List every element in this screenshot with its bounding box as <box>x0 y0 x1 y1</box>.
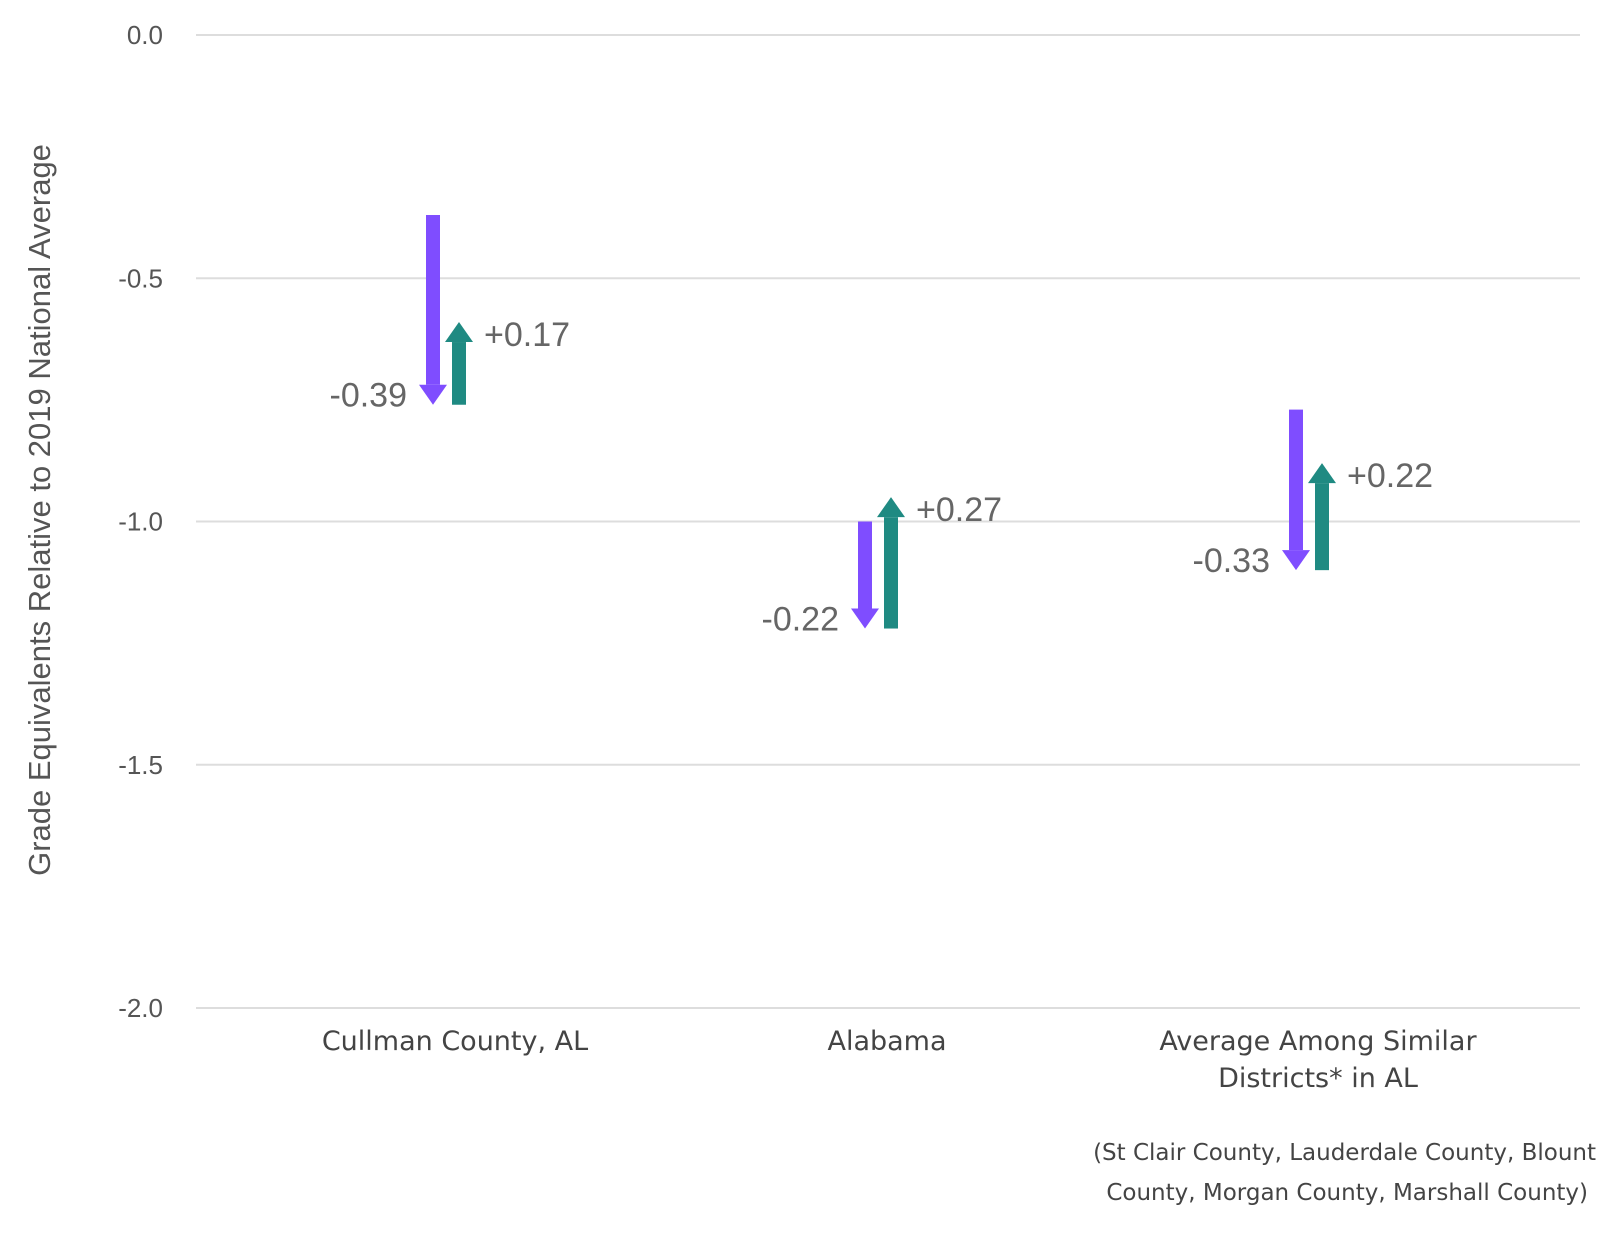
y-tick-label: -1.0 <box>118 507 163 537</box>
footnote-line-1: (St Clair County, Lauderdale County, Blo… <box>1093 1140 1596 1166</box>
recovery-label: +0.17 <box>484 316 570 354</box>
decline-arrow-shaft <box>858 521 872 609</box>
footnote-line-2: County, Morgan County, Marshall County) <box>1106 1180 1588 1206</box>
recovery-label: +0.22 <box>1347 457 1433 495</box>
decline-arrow-head <box>419 384 447 405</box>
y-tick-label: -1.5 <box>118 750 163 780</box>
chart-marks: -0.39 +0.17 -0.22 +0.27 -0.33 +0.22 <box>330 215 1433 639</box>
category-labels: Cullman County, AL Alabama Average Among S… <box>322 1026 1478 1094</box>
decline-label: -0.22 <box>762 601 840 639</box>
category-label: Average Among Similar <box>1159 1026 1477 1057</box>
decline-arrow-head <box>851 608 879 629</box>
decline-arrow <box>1282 409 1310 571</box>
recovery-arrow-head <box>445 322 473 343</box>
decline-arrow-shaft <box>426 215 440 385</box>
recovery-arrow-head <box>877 497 905 518</box>
decline-arrow-head <box>1282 550 1310 571</box>
y-axis-title: Grade Equivalents Relative to 2019 Natio… <box>22 144 57 876</box>
recovery-arrow <box>445 322 473 405</box>
recovery-arrow-shaft <box>884 517 898 629</box>
recovery-arrow-shaft <box>1315 483 1329 571</box>
recovery-arrow <box>1308 463 1336 571</box>
decline-label: -0.39 <box>330 377 408 415</box>
decline-arrow <box>851 521 879 629</box>
recovery-arrow-shaft <box>452 342 466 405</box>
recovery-arrow <box>877 497 905 629</box>
recovery-arrow-head <box>1308 463 1336 484</box>
decline-label: -0.33 <box>1193 542 1271 580</box>
y-tick-label: -2.0 <box>118 993 163 1023</box>
y-tick-label: -0.5 <box>118 263 163 293</box>
category-label: Districts* in AL <box>1218 1063 1418 1094</box>
category-label: Cullman County, AL <box>322 1026 588 1057</box>
decline-arrow-shaft <box>1289 409 1303 551</box>
category-label: Alabama <box>827 1026 946 1057</box>
y-tick-labels: 0.0 -0.5 -1.0 -1.5 -2.0 <box>118 20 163 1023</box>
recovery-label: +0.27 <box>916 491 1002 529</box>
y-tick-label: 0.0 <box>127 20 163 50</box>
decline-arrow <box>419 215 447 405</box>
